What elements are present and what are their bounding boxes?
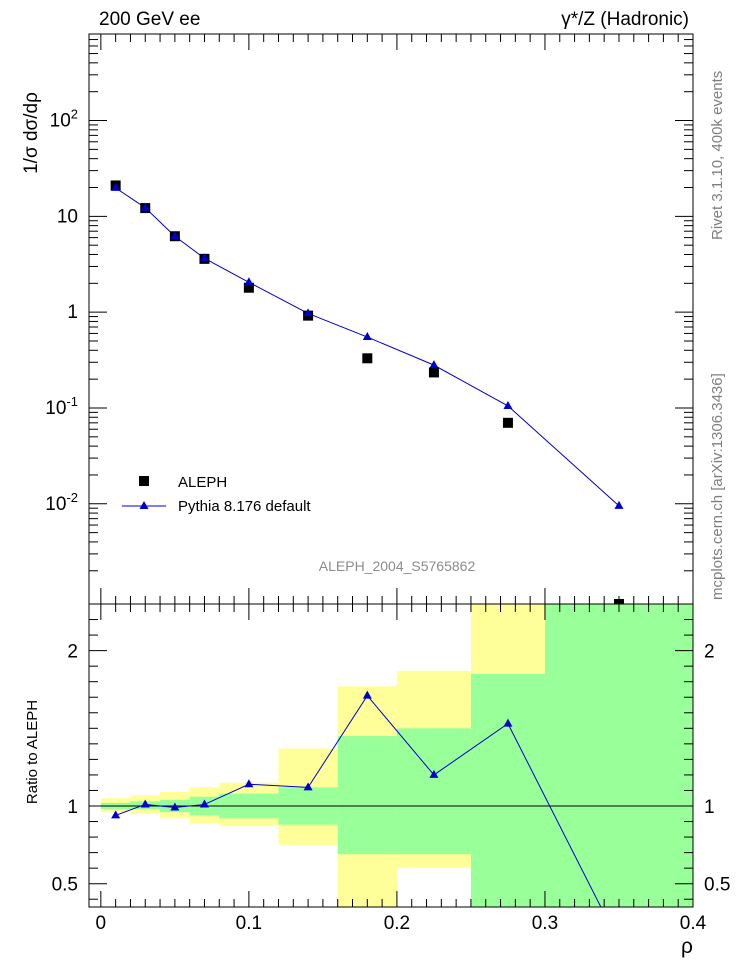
ratio-y-tick-label: 2 xyxy=(67,642,78,663)
ratio-plot-frame xyxy=(88,603,694,908)
ratio-pythia-point xyxy=(503,718,513,727)
x-tick-label: 0.1 xyxy=(236,913,262,934)
legend-label-pythia: Pythia 8.176 default xyxy=(178,498,311,515)
ratio-y-tick-label: 1 xyxy=(67,797,78,818)
ratio-inner-band xyxy=(470,673,545,907)
ratio-pythia-point xyxy=(140,799,150,808)
pythia-point xyxy=(303,308,313,317)
ratio-pythia-point xyxy=(199,799,209,808)
ratio-inner-band xyxy=(544,604,693,907)
main-ylabel: 1/σ dσ/dρ xyxy=(21,92,42,174)
ratio-inner-band xyxy=(396,728,471,855)
ratio-pythia-point xyxy=(362,690,372,699)
side-label-bottom: mcplots.cern.ch [arXiv:1306.3436] xyxy=(709,373,726,600)
x-tick-label: 0.2 xyxy=(384,913,410,934)
legend: ALEPH Pythia 8.176 default xyxy=(122,474,311,515)
legend-marker-aleph xyxy=(139,476,149,486)
pythia-point xyxy=(199,253,209,262)
ratio-pythia-point xyxy=(170,802,180,811)
pythia-point xyxy=(140,202,150,211)
ratio-pythia-line xyxy=(115,694,602,907)
x-tick-label: 0 xyxy=(96,913,107,934)
y-tick-label: 102 xyxy=(50,107,78,132)
pythia-point xyxy=(503,400,513,409)
pythia-point xyxy=(429,360,439,369)
ratio-inner-band xyxy=(337,736,397,855)
y-tick-label: 10 xyxy=(57,206,78,227)
pythia-point xyxy=(170,231,180,240)
x-tick-label: 0.4 xyxy=(680,913,707,934)
side-label-top: Rivet 3.1.10, 400k events xyxy=(709,71,726,240)
pythia-point xyxy=(111,182,121,191)
y-tick-label: 10-1 xyxy=(45,394,78,419)
pythia-line xyxy=(115,187,620,507)
ratio-series-group xyxy=(111,690,602,907)
aleph-point xyxy=(502,417,513,428)
ratio-y-tick-label-right: 2 xyxy=(704,642,715,663)
header-right-label: γ*/Z (Hadronic) xyxy=(561,9,689,30)
pythia-point xyxy=(362,332,372,341)
aleph-point xyxy=(428,367,439,378)
main-plot-panel: 10-2 10-1 1 10 102 1/σ dσ/dρ ALEPH_2004_S576… xyxy=(21,33,694,609)
y-tick-label: 1 xyxy=(67,302,78,323)
aleph-point xyxy=(243,282,254,293)
ratio-y-tick-label-right: 0.5 xyxy=(704,875,730,896)
watermark-label: ALEPH_2004_S5765862 xyxy=(319,558,476,574)
header-left-label: 200 GeV ee xyxy=(99,9,200,30)
pythia-point xyxy=(614,500,624,509)
ratio-y-tick-label-right: 1 xyxy=(704,797,715,818)
ratio-y-tick-label: 0.5 xyxy=(52,875,78,896)
legend-marker-pythia xyxy=(139,501,149,509)
ratio-plot-panel: 0 0.1 0.2 0.3 0.4 0.5 0.5 1 1 2 2 Ratio to ALEPH ρ xyxy=(24,603,730,958)
ratio-ylabel: Ratio to ALEPH xyxy=(24,700,41,804)
aleph-point xyxy=(362,353,373,364)
ratio-pythia-point xyxy=(111,810,121,819)
ratio-xlabel: ρ xyxy=(681,935,693,958)
legend-label-aleph: ALEPH xyxy=(178,474,227,491)
main-plot-frame xyxy=(88,33,694,605)
x-tick-label: 0.3 xyxy=(532,913,558,934)
ratio-pythia-point xyxy=(244,779,254,788)
y-tick-label: 10-2 xyxy=(45,490,78,515)
pythia-point xyxy=(244,277,254,286)
ratio-pythia-point xyxy=(303,782,313,791)
ratio-pythia-point xyxy=(429,769,439,778)
